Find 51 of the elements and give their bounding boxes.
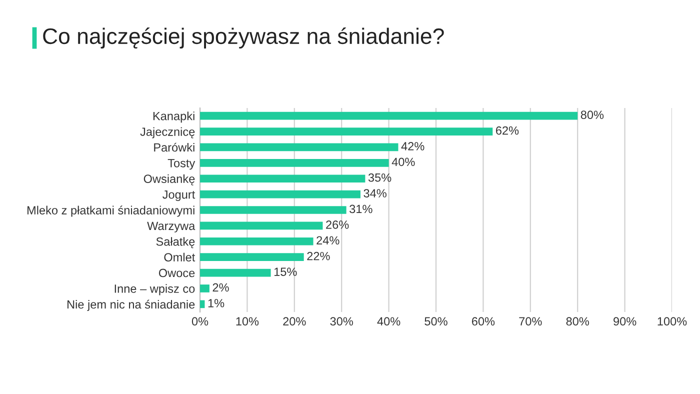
data-label: 42%: [401, 142, 424, 150]
data-label: 80%: [580, 110, 604, 120]
x-tick-label: 0%: [192, 317, 208, 326]
bar: [200, 300, 205, 308]
bar: [200, 112, 578, 120]
bar: [200, 222, 323, 230]
data-label: 31%: [350, 204, 372, 214]
data-label: 24%: [316, 236, 340, 245]
y-tick-label: Parówki: [154, 142, 194, 152]
y-tick-label: Warzywa: [147, 222, 196, 232]
x-tick-label: 80%: [566, 317, 589, 326]
y-tick-label: Jajecznicę: [140, 127, 195, 138]
x-tick-label: 30%: [330, 317, 353, 326]
bar: [200, 190, 360, 198]
y-tick-label: Tosty: [168, 159, 196, 170]
x-tick-label: 20%: [283, 317, 306, 326]
bar: [200, 143, 398, 152]
bar: [200, 268, 271, 277]
y-tick-label: Inne – wpisz co: [114, 284, 195, 296]
x-tick-label: 10%: [236, 317, 259, 326]
data-label: 35%: [368, 173, 392, 182]
y-tick-label: Owoce: [158, 268, 195, 278]
bar: [200, 253, 304, 261]
x-tick-label: 70%: [519, 317, 542, 326]
data-label: 26%: [326, 220, 349, 229]
data-label: 1%: [208, 299, 224, 308]
x-tick-label: 50%: [424, 317, 448, 326]
data-label: 40%: [392, 158, 415, 166]
y-tick-label: Kanapki: [153, 112, 194, 123]
data-label: 22%: [307, 252, 330, 260]
y-tick-label: Omlet: [164, 252, 196, 262]
data-label: 34%: [364, 189, 386, 198]
y-tick-label: Mleko z płatkami śniadaniowymi: [27, 206, 194, 217]
bar: [200, 159, 389, 167]
data-label: 15%: [274, 268, 297, 276]
bar: [200, 284, 210, 292]
bar: [200, 206, 346, 214]
data-label: 62%: [496, 126, 519, 135]
y-tick-label: Owsiankę: [144, 174, 195, 186]
y-tick-label: Nie jem nic na śniadanie: [67, 300, 195, 311]
y-tick-label: Sałatkę: [156, 237, 195, 248]
bar: [200, 237, 314, 246]
x-tick-label: 60%: [472, 317, 495, 326]
x-tick-label: 90%: [614, 317, 636, 326]
bar: [200, 174, 366, 183]
y-tick-label: Jogurt: [162, 190, 196, 202]
x-tick-label: 40%: [377, 317, 400, 326]
data-label: 2%: [212, 283, 229, 292]
chart-title: Co najczęściej spożywasz na śniadanie?: [43, 28, 444, 48]
bar: [200, 128, 493, 136]
x-tick-label: 100%: [658, 317, 687, 326]
